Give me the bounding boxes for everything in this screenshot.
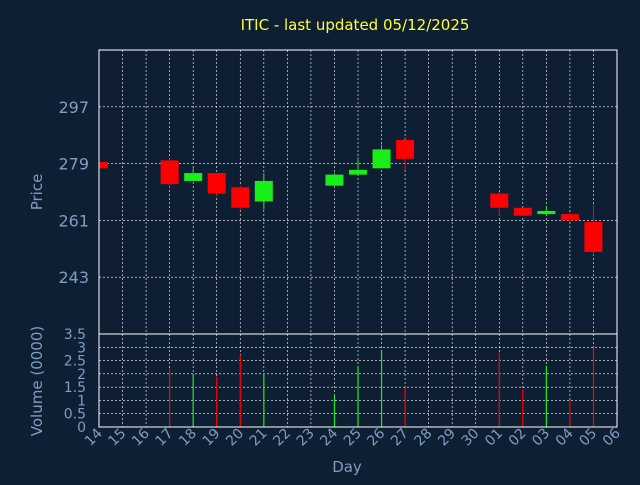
- volume-tick-label: 3: [77, 340, 86, 356]
- candle-body: [372, 149, 391, 169]
- candle: [98, 162, 108, 169]
- candle: [584, 204, 603, 256]
- day-tick-label: 03: [529, 426, 553, 450]
- volume-tick-label: 0: [77, 420, 86, 436]
- day-tick-label: 29: [435, 426, 459, 450]
- candle: [184, 168, 203, 181]
- volume-series: [169, 347, 595, 427]
- day-tick-label: 22: [270, 426, 294, 450]
- chart-title: ITIC - last updated 05/12/2025: [241, 16, 470, 34]
- day-tick-label: 05: [576, 426, 600, 450]
- volume-tick-label: 0.5: [64, 407, 86, 423]
- day-tick-label: 30: [459, 426, 483, 450]
- day-tick-label: 25: [341, 426, 365, 450]
- price-tick-label: 279: [58, 155, 89, 174]
- day-tick-label: 18: [176, 426, 200, 450]
- price-tick-labels: 243 261 279 297: [58, 98, 89, 287]
- candle-body: [325, 174, 344, 186]
- candle: [231, 185, 250, 210]
- volume-plot-frame: [98, 333, 618, 428]
- day-tick-label: 01: [482, 426, 506, 450]
- x-axis-label: Day: [332, 458, 362, 476]
- candle-body: [184, 173, 203, 181]
- candle: [349, 157, 367, 175]
- candle-body: [349, 169, 367, 175]
- day-tick-label: 28: [412, 426, 436, 450]
- volume-tick-label: 2.5: [64, 354, 86, 370]
- candle-body: [490, 193, 509, 208]
- candle-body: [513, 207, 532, 216]
- day-tick-label: 16: [129, 425, 153, 449]
- volume-tick-label: 1: [77, 393, 86, 409]
- day-tick-label: 19: [200, 426, 224, 450]
- candle-body: [584, 221, 603, 252]
- price-tick-label: 243: [58, 268, 89, 287]
- candle-body: [537, 210, 556, 215]
- volume-axis-label: Volume (0000): [28, 326, 46, 436]
- price-axis-label: Price: [28, 174, 46, 211]
- day-tick-label: 02: [506, 426, 530, 450]
- candle: [537, 206, 556, 216]
- day-tick-label: 21: [247, 426, 271, 450]
- candle: [372, 144, 391, 169]
- candle: [513, 207, 532, 216]
- candle: [207, 173, 226, 197]
- day-tick-label: 20: [223, 426, 247, 450]
- volume-tick-label: 3.5: [64, 327, 86, 343]
- candle-body: [160, 160, 179, 185]
- candle-body: [207, 173, 226, 194]
- day-tick-label: 24: [317, 425, 341, 449]
- price-gridlines: [98, 50, 618, 334]
- candlestick-series: [98, 139, 603, 256]
- candle-body: [231, 187, 250, 208]
- candle-body: [396, 139, 415, 159]
- day-tick-label: 26: [364, 425, 388, 449]
- day-tick-label: 04: [553, 425, 577, 449]
- candle: [160, 158, 179, 188]
- day-tick-label: 06: [600, 425, 624, 449]
- day-tick-label: 17: [153, 426, 177, 450]
- day-tick-label: 15: [105, 426, 129, 450]
- day-tick-labels: 14 15 16 17 18 19 20 21 22 23 24 25 26 27 28 29 30 01 02 03…: [82, 425, 624, 449]
- candle: [396, 139, 415, 170]
- candle-body: [254, 180, 273, 202]
- volume-tick-labels: 00.511.522.533.5: [64, 327, 86, 436]
- day-tick-label: 23: [294, 426, 318, 450]
- candle: [490, 192, 509, 216]
- candle: [254, 173, 273, 210]
- candle-body: [99, 162, 108, 169]
- volume-tick-label: 1.5: [64, 380, 86, 396]
- volume-tick-label: 2: [77, 367, 86, 383]
- candle: [560, 212, 579, 222]
- candle-body: [560, 214, 579, 221]
- candle: [325, 173, 344, 186]
- price-tick-label: 297: [58, 98, 89, 117]
- day-tick-label: 27: [388, 426, 412, 450]
- price-tick-label: 261: [58, 211, 89, 230]
